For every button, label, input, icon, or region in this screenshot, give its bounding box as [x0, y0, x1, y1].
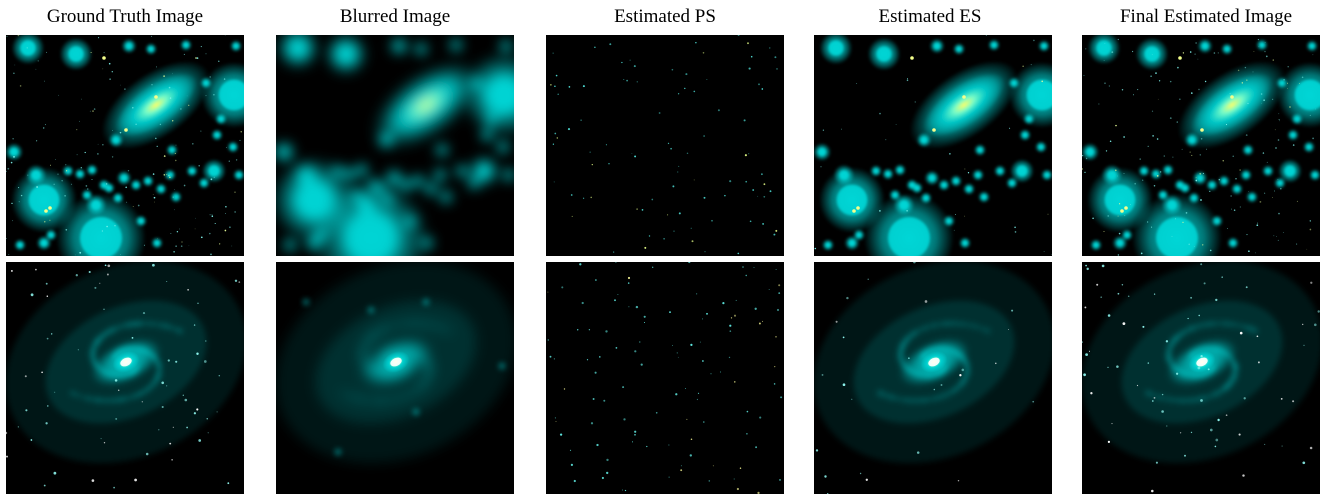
column-title-estimated-es: Estimated ES	[878, 6, 982, 27]
panel-ground-truth-spiral-image	[6, 262, 244, 489]
column-title-final-estimated: Final Estimated Image	[1119, 6, 1292, 27]
panel-final-estimated-spiral-image	[1082, 262, 1320, 493]
panel-final-estimated-field-image	[1082, 35, 1320, 256]
panel-estimated-es-field	[814, 35, 1052, 256]
panel-estimated-ps-field	[546, 35, 784, 256]
panel-final-estimated-spiral	[1082, 262, 1320, 494]
column-title-blurred: Blurred Image	[339, 6, 451, 27]
panel-blurred-spiral-image	[276, 262, 514, 464]
column-title-estimated-ps: Estimated PS	[614, 6, 716, 27]
panel-estimated-es-spiral	[814, 262, 1052, 494]
panel-estimated-es-spiral-image	[814, 262, 1052, 494]
panel-final-estimated-field	[1082, 35, 1320, 256]
panel-ground-truth-field	[6, 35, 244, 256]
panel-estimated-ps-spiral	[546, 262, 784, 494]
panel-blurred-spiral	[276, 262, 514, 494]
panel-blurred-field	[276, 35, 514, 256]
panel-ground-truth-spiral	[6, 262, 244, 494]
panel-ground-truth-field-image	[6, 35, 244, 256]
panel-estimated-es-field-image	[814, 35, 1052, 256]
panel-estimated-ps-field-image	[550, 35, 778, 255]
panel-estimated-ps-spiral-image	[547, 262, 783, 494]
panel-blurred-field-image	[276, 35, 514, 256]
column-title-ground-truth: Ground Truth Image	[46, 6, 204, 27]
